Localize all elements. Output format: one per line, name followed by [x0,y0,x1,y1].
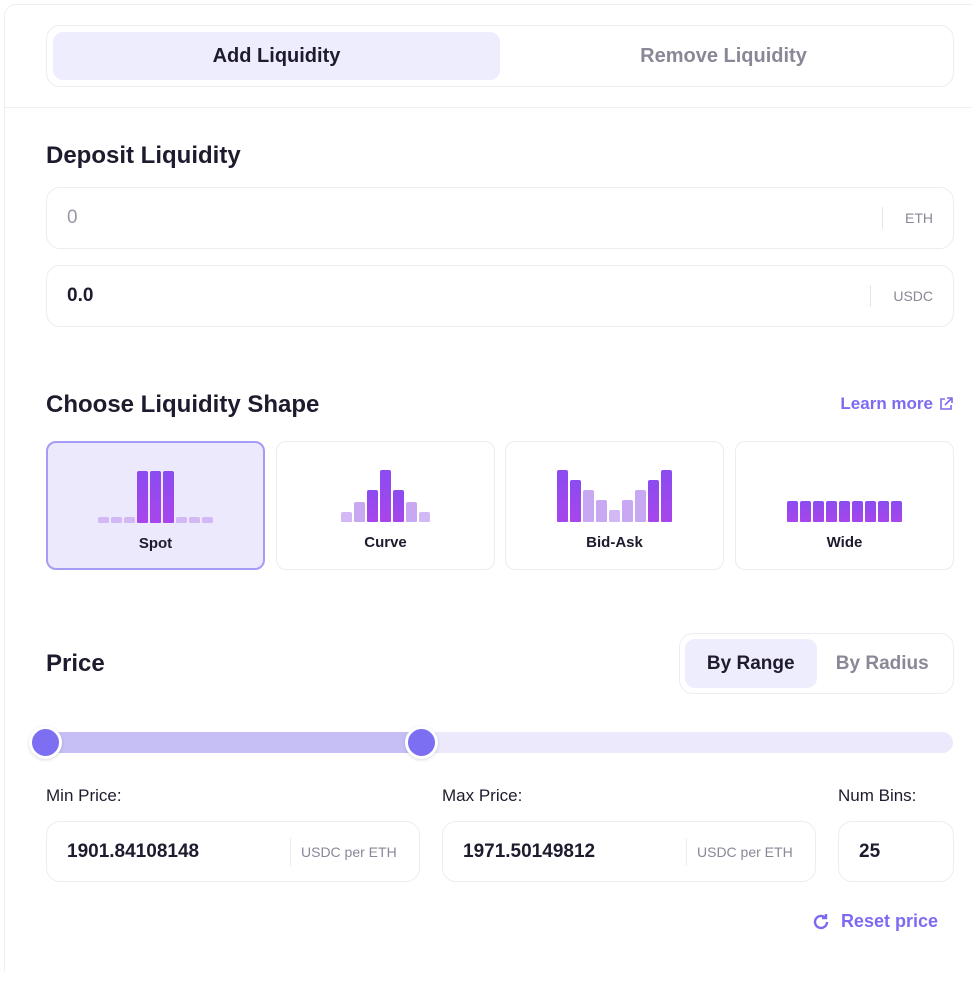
eth-unit: ETH [905,210,933,226]
shape-bar [393,490,404,522]
by-radius-button[interactable]: By Radius [835,652,929,674]
num-bins-label: Num Bins: [838,786,917,805]
shape-bar [137,471,148,523]
eth-amount-value[interactable]: 0 [67,207,78,228]
shape-bar [596,500,607,522]
separator [882,207,883,229]
refresh-icon [813,913,829,929]
price-title: Price [46,650,105,677]
price-mode-toggle: By Range By Radius [679,633,954,694]
shape-bar [111,517,122,523]
shape-bar [813,501,824,522]
shape-bar [852,501,863,522]
shape-bar [583,490,594,522]
reset-price-label: Reset price [840,911,938,931]
separator [290,837,291,866]
usdc-amount-input[interactable]: 0.0 USDC [46,265,954,327]
external-link-icon [940,397,953,410]
separator [870,285,872,307]
num-bins-input[interactable]: 25 [838,821,954,882]
shape-bar [367,490,378,522]
shape-bid-ask[interactable]: Bid-Ask [505,441,724,570]
shape-bar [648,480,659,522]
min-price-label: Min Price: [46,786,122,805]
shape-bar [419,512,430,522]
min-price-handle[interactable] [29,726,62,759]
separator [686,837,687,866]
price-range-slider[interactable] [29,726,953,759]
deposit-title: Deposit Liquidity [46,142,241,169]
shape-bar [839,501,850,522]
shape-bar [661,470,672,522]
shape-bar [635,490,646,522]
shape-title: Choose Liquidity Shape [46,391,320,418]
tab-add-liquidity[interactable]: Add Liquidity [53,32,500,80]
num-bins-value[interactable]: 25 [859,840,881,862]
wide-icon [787,468,902,522]
shape-bar [124,517,135,523]
shape-bar [557,470,568,522]
shape-bar [189,517,200,523]
min-price-value[interactable]: 1901.84108148 [67,840,200,862]
shape-bar [202,517,213,523]
tab-remove-liquidity[interactable]: Remove Liquidity [640,44,807,67]
max-price-value[interactable]: 1971.50149812 [463,840,596,862]
shape-label: Spot [138,535,173,552]
shape-curve[interactable]: Curve [276,441,495,570]
shape-label: Curve [364,534,407,551]
panel-frame [4,4,972,972]
by-range-button[interactable]: By Range [685,639,817,688]
liquidity-tabs: Add Liquidity Remove Liquidity [46,25,954,87]
usdc-unit: USDC [893,288,933,304]
spot-icon [98,469,213,523]
shape-bar [878,501,889,522]
curve-icon [341,468,430,522]
shape-bar [98,517,109,523]
shape-bar [406,502,417,522]
divider [5,107,972,108]
shape-wide[interactable]: Wide [735,441,954,570]
shape-bar [787,501,798,522]
shape-bar [891,501,902,522]
shape-bar [826,501,837,522]
shape-bar [865,501,876,522]
shape-bar [176,517,187,523]
shape-bar [380,470,391,522]
usdc-amount-value[interactable]: 0.0 [67,285,94,306]
learn-more-label: Learn more [840,394,933,413]
shape-label: Wide [826,534,863,551]
shape-bar [163,471,174,523]
shape-bar [800,501,811,522]
max-price-handle[interactable] [404,726,438,759]
eth-amount-input[interactable]: 0 ETH [46,187,954,249]
max-price-input[interactable]: 1971.50149812 USDC per ETH [442,821,816,882]
shape-label: Bid-Ask [586,534,643,551]
shape-bar [622,500,633,522]
reset-price-button[interactable]: Reset price [811,911,938,932]
learn-more-link[interactable]: Learn more [840,394,954,414]
shape-bar [150,471,161,523]
slider-fill [45,732,421,753]
min-price-input[interactable]: 1901.84108148 USDC per ETH [46,821,420,882]
min-price-unit: USDC per ETH [301,843,397,860]
max-price-label: Max Price: [442,786,523,805]
shape-bar [354,502,365,522]
max-price-unit: USDC per ETH [697,843,793,860]
shape-bar [570,480,581,522]
shape-bar [341,512,352,522]
shape-spot[interactable]: Spot [46,441,265,570]
shape-bar [609,510,620,522]
bid-ask-icon [557,468,672,522]
